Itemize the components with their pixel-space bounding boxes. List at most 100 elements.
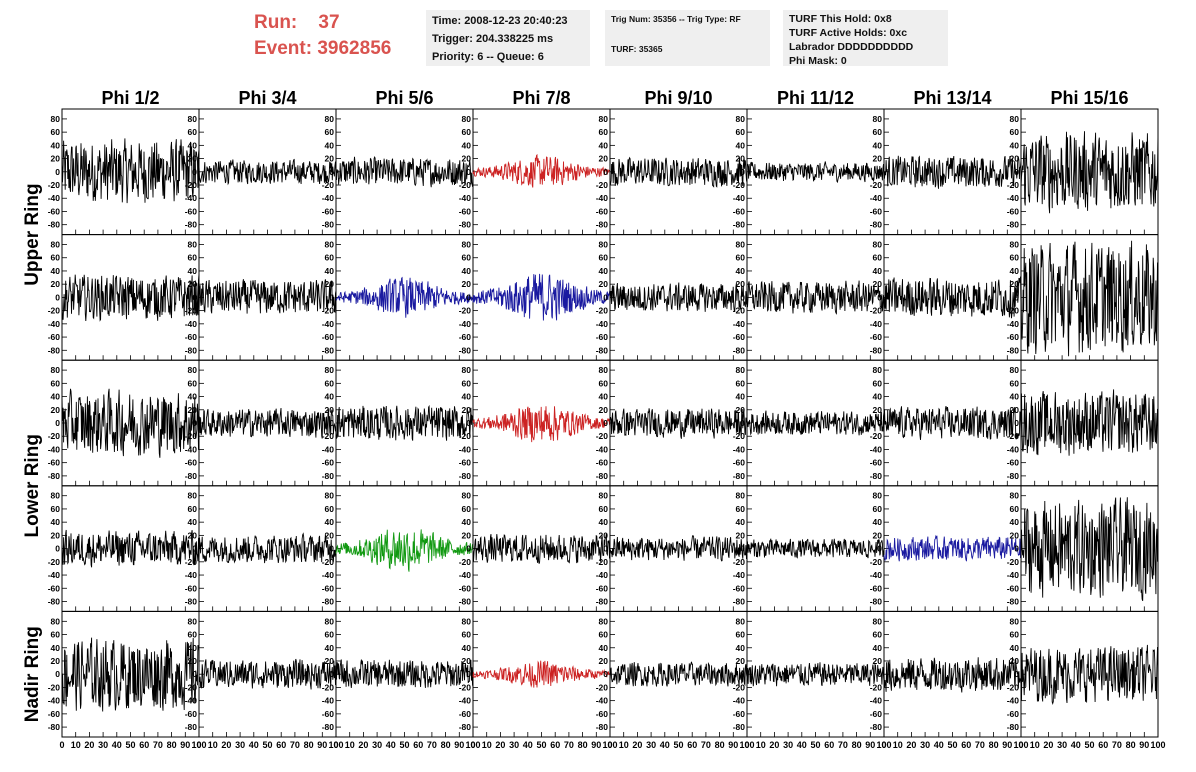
ytick-label-0-6-40: 40 xyxy=(873,140,883,150)
ytick-label-3-6--40: -40 xyxy=(870,570,883,580)
xtick-label-5-100: 100 xyxy=(876,740,891,750)
ytick-label-1-3-80: 80 xyxy=(462,240,472,250)
ytick-label-1-3-20: 20 xyxy=(462,279,472,289)
ytick-label-3-5-60: 60 xyxy=(736,504,746,514)
ytick-label-0-3--60: -60 xyxy=(459,206,472,216)
ytick-label-4-1--20: -20 xyxy=(185,682,198,692)
ytick-label-4-6--40: -40 xyxy=(870,696,883,706)
xtick-label-1-40: 40 xyxy=(249,740,259,750)
ytick-label-4-1-60: 60 xyxy=(188,630,198,640)
ytick-label-0-5--20: -20 xyxy=(733,180,746,190)
waveform-trace-2-6 xyxy=(883,406,1022,440)
ytick-label-4-6-60: 60 xyxy=(873,630,883,640)
row-group-label-0: Upper Ring xyxy=(22,183,43,285)
ytick-label-3-3--60: -60 xyxy=(459,583,472,593)
ytick-label-1-7-20: 20 xyxy=(1010,279,1020,289)
ytick-label-4-4-0: 0 xyxy=(603,669,608,679)
ytick-label-3-3-20: 20 xyxy=(462,530,472,540)
panel-frame-4-7 xyxy=(1020,610,1159,738)
column-header-7: Phi 15/16 xyxy=(1050,88,1128,108)
turf-active-text: TURF Active Holds: 0xc xyxy=(789,27,908,39)
ytick-label-4-3-60: 60 xyxy=(462,630,472,640)
ytick-label-2-0--40: -40 xyxy=(48,444,61,454)
ytick-label-2-4-80: 80 xyxy=(599,365,609,375)
labrador-text: Labrador DDDDDDDDDD xyxy=(789,41,914,53)
ytick-label-1-6-60: 60 xyxy=(873,253,883,263)
ytick-label-3-6-20: 20 xyxy=(873,530,883,540)
ytick-label-0-0-60: 60 xyxy=(51,127,61,137)
ytick-label-3-6--60: -60 xyxy=(870,583,883,593)
waveform-trace-2-4 xyxy=(609,408,748,439)
ytick-label-1-1-40: 40 xyxy=(188,266,198,276)
ytick-label-3-2--20: -20 xyxy=(322,557,335,567)
xtick-label-6-70: 70 xyxy=(975,740,985,750)
xtick-label-7-10: 10 xyxy=(1030,740,1040,750)
ytick-label-2-5-0: 0 xyxy=(740,418,745,428)
xtick-label-1-50: 50 xyxy=(262,740,272,750)
ytick-label-3-4-20: 20 xyxy=(599,530,609,540)
xtick-label-4-90: 90 xyxy=(728,740,738,750)
ytick-label-1-2--60: -60 xyxy=(322,332,335,342)
ytick-label-2-1-20: 20 xyxy=(188,405,198,415)
ytick-label-1-1--40: -40 xyxy=(185,319,198,329)
xtick-label-5-60: 60 xyxy=(824,740,834,750)
ytick-label-4-7--60: -60 xyxy=(1007,709,1020,719)
ytick-label-0-3--80: -80 xyxy=(459,220,472,230)
ytick-label-1-7--60: -60 xyxy=(1007,332,1020,342)
ytick-label-2-1-80: 80 xyxy=(188,365,198,375)
priority-text: Priority: 6 -- Queue: 6 xyxy=(432,51,544,63)
xtick-label-7-40: 40 xyxy=(1071,740,1081,750)
ytick-label-3-1-0: 0 xyxy=(192,544,197,554)
waveform-trace-2-2 xyxy=(335,404,474,441)
ytick-label-2-3-60: 60 xyxy=(462,378,472,388)
event-row: Event: 3962856 xyxy=(254,36,391,62)
ytick-label-1-1--60: -60 xyxy=(185,332,198,342)
ytick-label-4-4-80: 80 xyxy=(599,616,609,626)
xtick-label-0-10: 10 xyxy=(71,740,81,750)
waveform-trace-4-5 xyxy=(746,662,885,687)
ytick-label-1-4-80: 80 xyxy=(599,240,609,250)
ytick-label-3-0--80: -80 xyxy=(48,596,61,606)
phi-mask-text: Phi Mask: 0 xyxy=(789,55,847,67)
xtick-label-1-90: 90 xyxy=(317,740,327,750)
ytick-label-4-4--60: -60 xyxy=(596,709,609,719)
ytick-label-3-3-60: 60 xyxy=(462,504,472,514)
ytick-label-4-2-40: 40 xyxy=(325,643,335,653)
ytick-label-2-3-20: 20 xyxy=(462,405,472,415)
ytick-label-0-1--20: -20 xyxy=(185,180,198,190)
ytick-label-2-5-80: 80 xyxy=(736,365,746,375)
xtick-label-4-0: 0 xyxy=(607,740,612,750)
ytick-label-1-6-0: 0 xyxy=(877,292,882,302)
ytick-label-4-3-20: 20 xyxy=(462,656,472,666)
waveform-trace-0-0 xyxy=(61,138,200,204)
ytick-label-0-7-60: 60 xyxy=(1010,127,1020,137)
ytick-label-2-6-60: 60 xyxy=(873,378,883,388)
waveform-trace-1-7 xyxy=(1020,240,1159,357)
ytick-label-4-1-0: 0 xyxy=(192,669,197,679)
ytick-label-1-3-0: 0 xyxy=(466,292,471,302)
ytick-label-4-7-20: 20 xyxy=(1010,656,1020,666)
xtick-label-0-20: 20 xyxy=(84,740,94,750)
xtick-label-4-30: 30 xyxy=(646,740,656,750)
xtick-label-2-50: 50 xyxy=(399,740,409,750)
ytick-label-0-4-40: 40 xyxy=(599,140,609,150)
ytick-label-3-3--20: -20 xyxy=(459,557,472,567)
column-header-3: Phi 7/8 xyxy=(512,88,570,108)
ytick-label-2-2--80: -80 xyxy=(322,471,335,481)
ytick-label-4-4--40: -40 xyxy=(596,696,609,706)
ytick-label-3-7--20: -20 xyxy=(1007,557,1020,567)
ytick-label-2-1--40: -40 xyxy=(185,444,198,454)
xtick-label-6-90: 90 xyxy=(1002,740,1012,750)
column-header-5: Phi 11/12 xyxy=(777,88,854,108)
xtick-label-3-0: 0 xyxy=(470,740,475,750)
xtick-label-2-90: 90 xyxy=(454,740,464,750)
ytick-label-3-0-0: 0 xyxy=(55,544,60,554)
ytick-label-3-0-20: 20 xyxy=(51,530,61,540)
xtick-label-0-90: 90 xyxy=(180,740,190,750)
xtick-label-0-0: 0 xyxy=(59,740,64,750)
waveform-trace-2-3 xyxy=(472,406,611,443)
ytick-label-3-1--80: -80 xyxy=(185,596,198,606)
ytick-label-3-1--40: -40 xyxy=(185,570,198,580)
ytick-label-0-1-60: 60 xyxy=(188,127,198,137)
